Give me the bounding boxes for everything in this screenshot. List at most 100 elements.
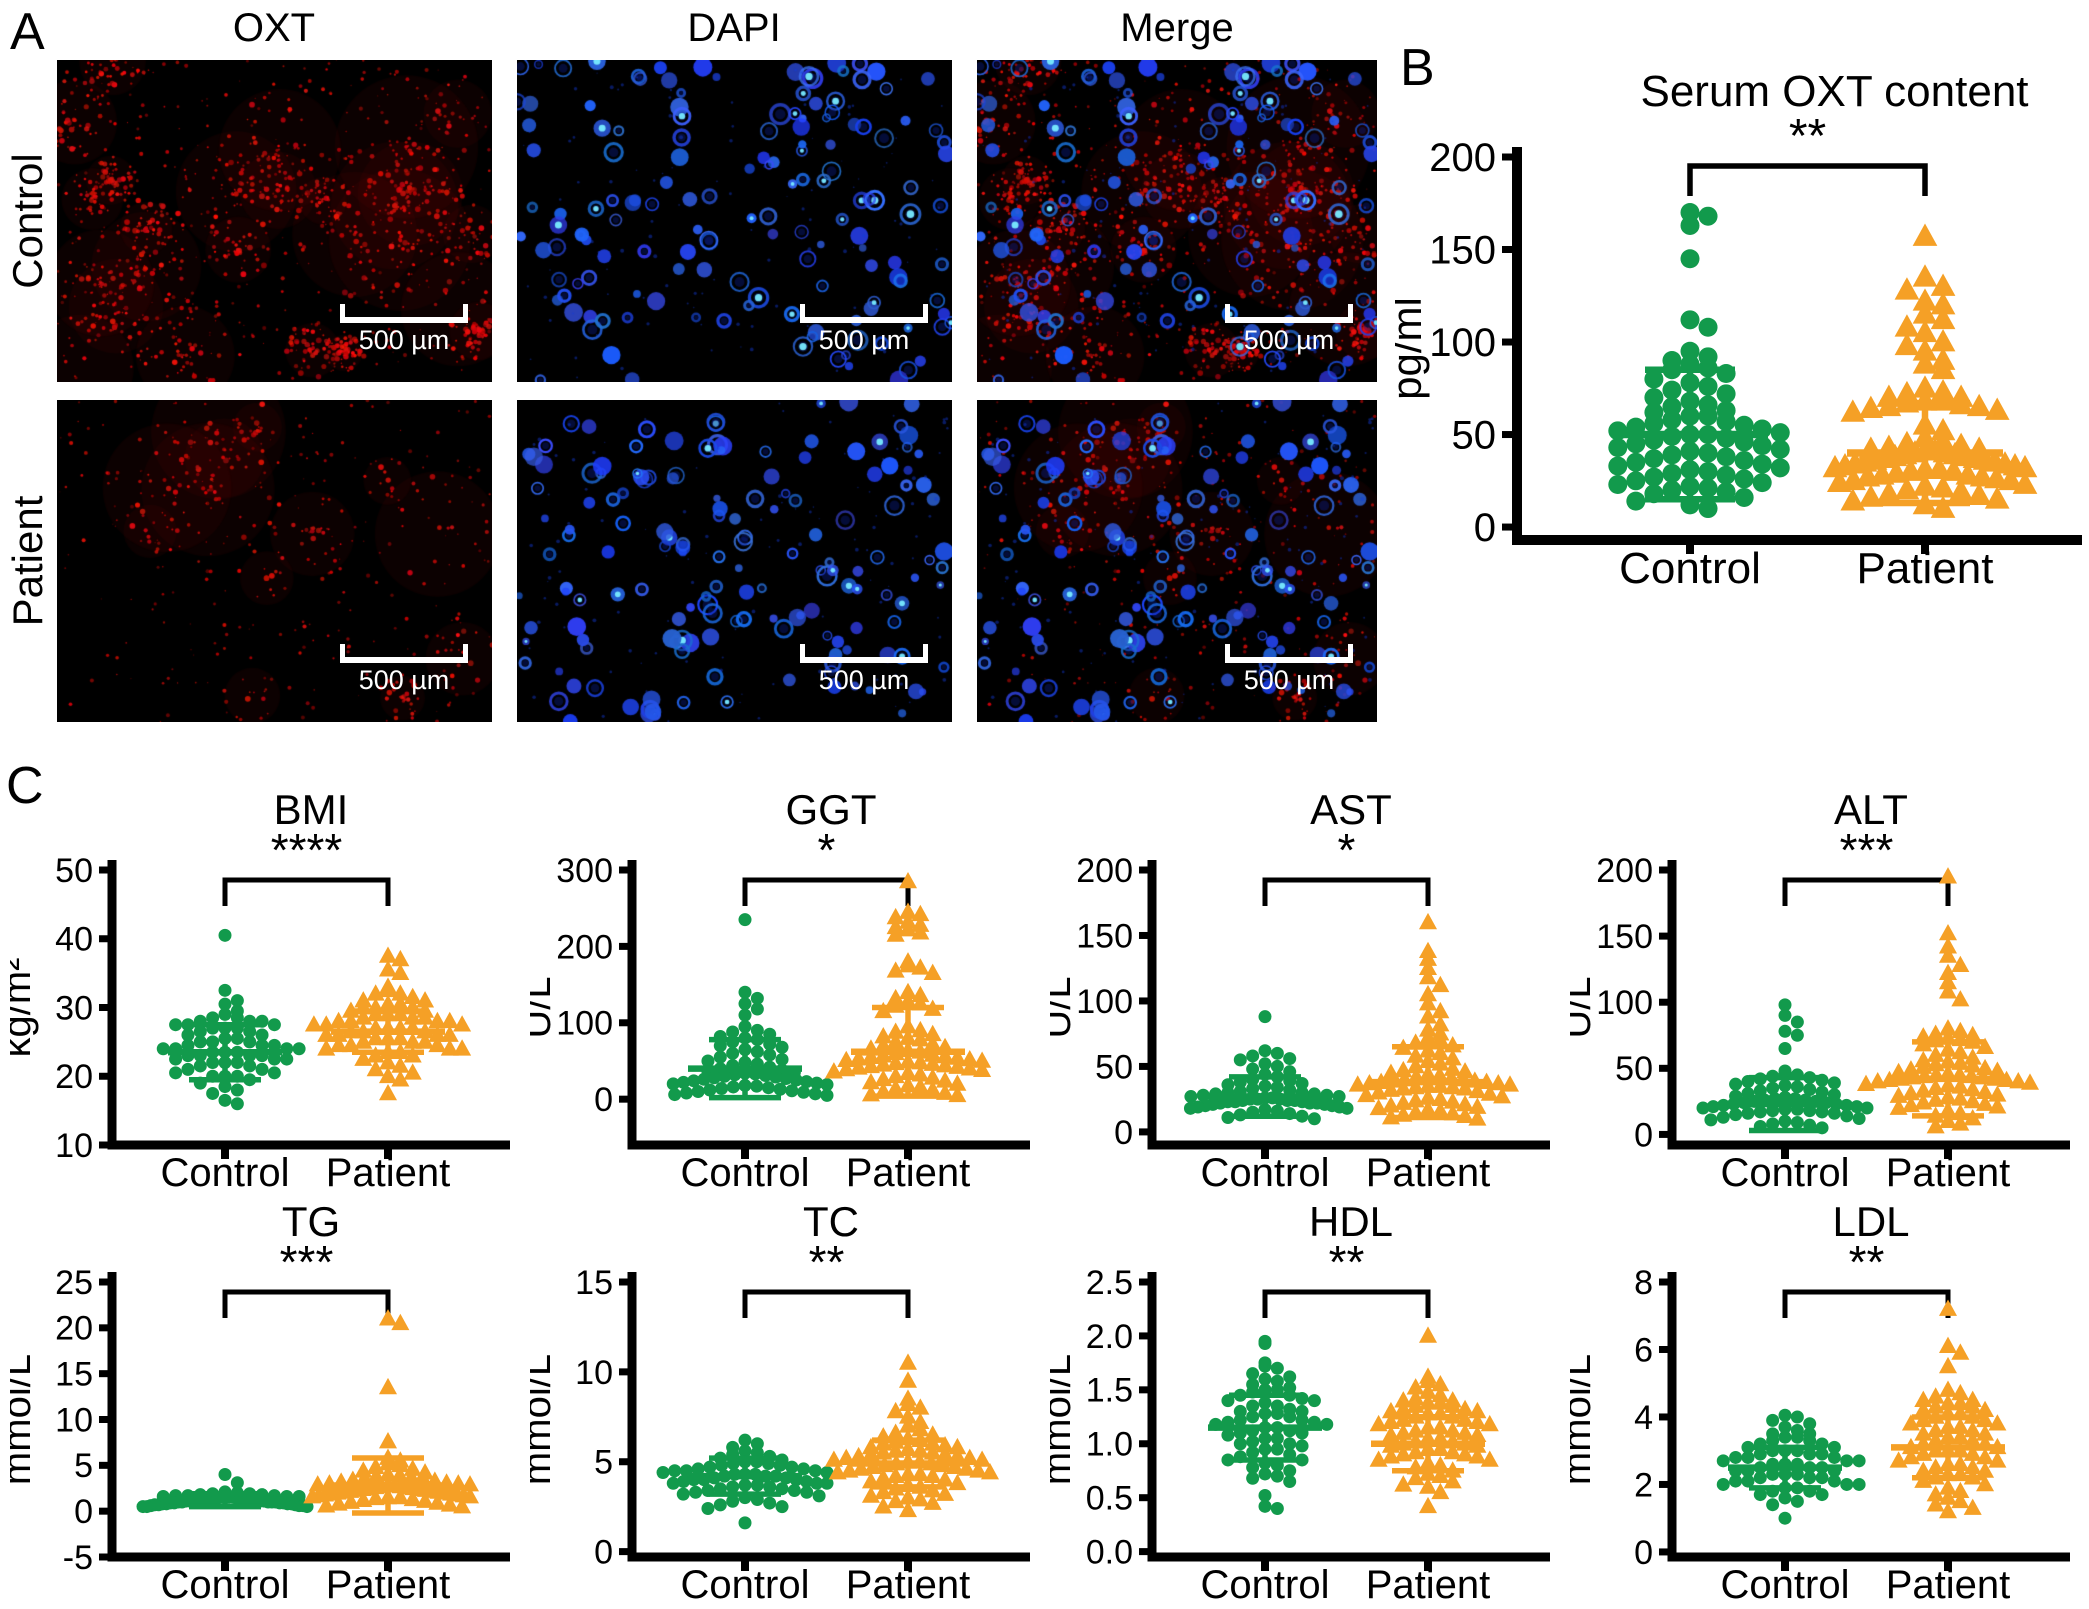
y-tick-label: 150: [1076, 917, 1133, 955]
y-tick-label: 15: [575, 1264, 613, 1302]
scale-bar: 500 µm: [340, 643, 468, 696]
y-tick-label: 0: [74, 1493, 93, 1531]
y-axis-label: mmol/L: [530, 1354, 559, 1485]
scale-bar: 500 µm: [800, 303, 928, 356]
axes: 0 100 200 300: [556, 852, 1030, 1159]
scale-bar-label: 500 µm: [358, 664, 450, 695]
chart-svg-alt: ALT*** 0 50 100 150 200 U/L Control Patient: [1555, 786, 2070, 1195]
chart-ggt: GGT * 0 100 200 300 U/L Control Patient: [515, 780, 1049, 1195]
axes: 0 50 100 150 200: [1076, 852, 1550, 1159]
panel-c-label: C: [6, 757, 44, 815]
y-tick-label: 20: [55, 1310, 93, 1348]
y-tick-label: 200: [1596, 852, 1653, 890]
series-control: [1716, 1408, 1866, 1525]
y-axis-label: pg/ml: [1395, 297, 1430, 400]
axes: 0 50 100 150 200: [1429, 136, 2082, 554]
mean-sd-bar: [168, 1491, 282, 1510]
chart-serum-oxt: Serum OXT content ** 0 50 100 150 200 pg/ml Cont…: [1383, 40, 2089, 620]
column-title-merge: Merge: [1120, 6, 1234, 50]
chart-tg: TG *** -5 0 5 10 15 20 25 mmol/L Control Patient: [0, 1192, 529, 1607]
chart-title: LDL: [1832, 1198, 1909, 1245]
y-tick-label: 50: [55, 852, 93, 890]
y-axis-label: kg/m²: [10, 958, 39, 1058]
row-label-control: Control: [4, 153, 51, 289]
significance-bracket: [742, 1289, 911, 1318]
scale-bar-label: 500 µm: [1243, 664, 1335, 695]
y-tick-label: 0: [1634, 1534, 1653, 1572]
x-category-label: Patient: [1886, 1151, 2011, 1195]
scale-bar: 500 µm: [800, 643, 928, 696]
micrograph-patient-oxt: 500 µm: [57, 400, 492, 722]
chart-title: TC: [803, 1198, 859, 1245]
mean-sd-bar: [1208, 1392, 1322, 1463]
chart-hdl: HDL ** 0.0 0.5 1.0 1.5 2.0 2.5 mmol/L Control Pati…: [1035, 1192, 1569, 1607]
significance-bracket: [1262, 877, 1431, 906]
series-patient: [1889, 1299, 2007, 1519]
series-patient: [303, 1309, 480, 1516]
y-tick-label: 100: [556, 1005, 613, 1043]
mean-sd-bar: [1891, 1414, 2005, 1481]
y-tick-label: -5: [63, 1539, 93, 1577]
series-control: [666, 913, 834, 1102]
x-category-label: Patient: [846, 1151, 971, 1195]
scale-bar-line: [1225, 303, 1353, 323]
x-category-label: Patient: [1366, 1563, 1491, 1607]
y-tick-label: 4: [1634, 1399, 1653, 1437]
y-tick-label: 20: [55, 1058, 93, 1096]
micrograph-control-dapi: 500 µm: [517, 60, 952, 382]
y-tick-label: 0: [1114, 1114, 1133, 1152]
chart-title: AST: [1310, 786, 1392, 833]
y-axis-label: U/L: [1050, 976, 1079, 1038]
micrograph-canvas-patient-oxt: [57, 400, 492, 722]
y-tick-label: 10: [55, 1401, 93, 1439]
axes: 0 2 4 6 8: [1634, 1264, 2070, 1572]
scale-bar-line: [800, 303, 928, 323]
significance-bracket: [222, 1289, 391, 1318]
chart-alt: ALT *** 0 50 100 150 200 U/L Control Patient: [1555, 780, 2089, 1195]
y-tick-label: 10: [55, 1127, 93, 1165]
x-category-label: Control: [161, 1563, 290, 1607]
mean-sd-bar: [1371, 1414, 1485, 1474]
y-tick-label: 0: [594, 1534, 613, 1572]
significance-stars: **: [1329, 1236, 1365, 1288]
scale-bar-label: 500 µm: [818, 324, 910, 355]
mean-sd-bar: [1728, 1074, 1842, 1134]
mean-sd-bar: [331, 1455, 445, 1516]
micrograph-control-merge: 500 µm: [977, 60, 1377, 382]
x-category-label: Control: [1201, 1151, 1330, 1195]
x-category-label: Patient: [846, 1563, 971, 1607]
y-tick-label: 40: [55, 921, 93, 959]
y-axis-label: mmol/L: [10, 1354, 39, 1485]
micrograph-canvas-control-oxt: [57, 60, 492, 382]
chart-title: ALT: [1834, 786, 1908, 833]
series-control: [1696, 998, 1874, 1135]
mean-sd-bar: [1371, 1044, 1485, 1121]
chart-tc: TC ** 0 5 10 15 mmol/L Control Patient: [515, 1192, 1049, 1607]
scale-bar: 500 µm: [1225, 303, 1353, 356]
chart-ast: AST * 0 50 100 150 200 U/L Control Patient: [1035, 780, 1569, 1195]
scale-bar-label: 500 µm: [1243, 324, 1335, 355]
series-patient: [824, 1353, 1000, 1518]
significance-stars: ****: [271, 824, 343, 876]
chart-svg-tg: TG*** -5 0 5 10 15 20 25 mmol/L Control Patient: [0, 1198, 510, 1607]
y-tick-label: 1.5: [1086, 1372, 1133, 1410]
y-tick-label: 0.5: [1086, 1480, 1133, 1518]
y-tick-label: 10: [575, 1354, 613, 1392]
significance-bracket: [1782, 877, 1951, 906]
y-axis-label: U/L: [530, 976, 559, 1038]
x-category-label: Patient: [326, 1563, 451, 1607]
micrograph-control-oxt: 500 µm: [57, 60, 492, 382]
y-tick-label: 200: [556, 928, 613, 966]
y-axis-label: mmol/L: [1050, 1354, 1079, 1485]
significance-bracket: [742, 877, 911, 906]
significance-bracket: [1687, 163, 1928, 196]
y-tick-label: 0.0: [1086, 1534, 1133, 1572]
series-control: [656, 1433, 834, 1530]
scale-bar-label: 500 µm: [358, 324, 450, 355]
significance-bracket: [1262, 1289, 1431, 1318]
scale-bar: 500 µm: [340, 303, 468, 356]
y-tick-label: 15: [55, 1356, 93, 1394]
series-patient: [304, 946, 472, 1101]
significance-stars: *: [818, 824, 836, 876]
micrograph-canvas-control-merge: [977, 60, 1377, 382]
